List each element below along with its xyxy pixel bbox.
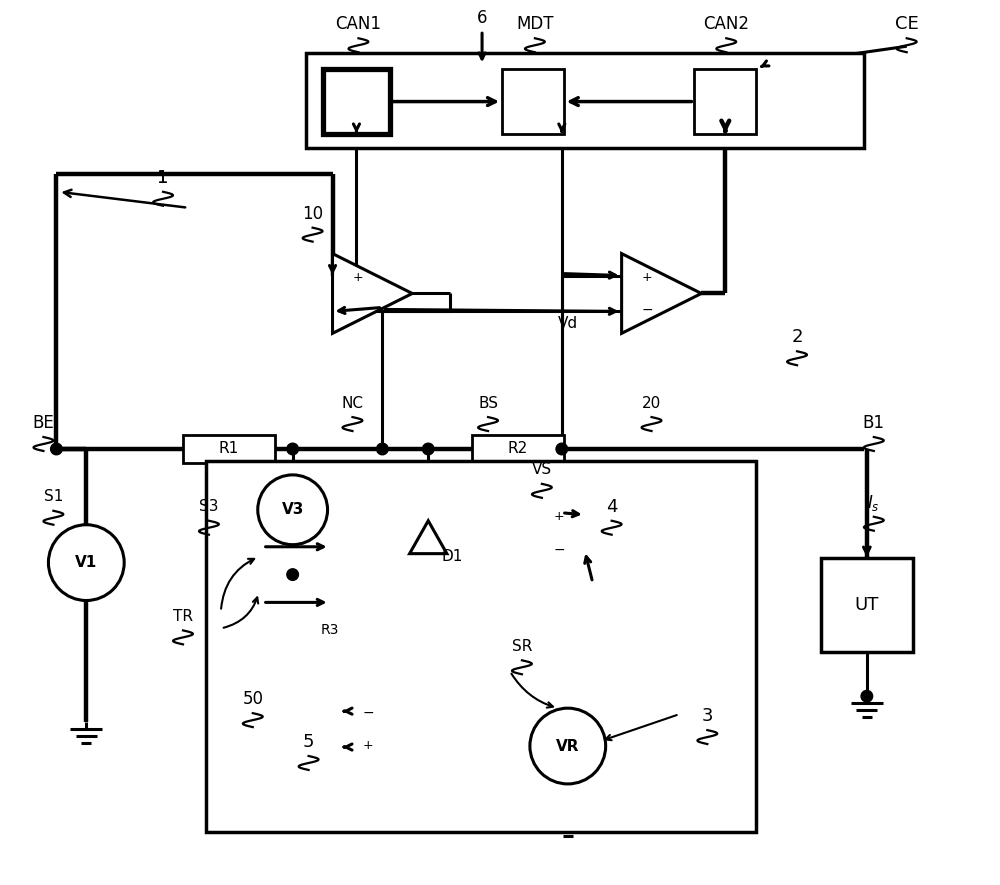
Text: R3: R3 (320, 623, 339, 637)
Text: BS: BS (478, 396, 498, 411)
Text: TR: TR (173, 609, 193, 624)
Text: −: − (553, 543, 565, 557)
Text: VS: VS (532, 463, 552, 477)
Bar (821, 558, 913, 652)
Text: CE: CE (895, 15, 919, 34)
Circle shape (51, 443, 62, 455)
Text: 3: 3 (702, 707, 713, 725)
Text: MDT: MDT (516, 15, 554, 34)
Text: 4: 4 (606, 497, 617, 516)
Circle shape (258, 475, 328, 544)
Bar (323, 69, 390, 134)
Circle shape (530, 708, 606, 784)
Text: +: + (554, 511, 565, 523)
Text: 5: 5 (303, 733, 314, 751)
Text: 1: 1 (157, 169, 169, 187)
Text: R1: R1 (219, 442, 239, 457)
Bar (472, 435, 564, 463)
Polygon shape (333, 254, 412, 334)
Polygon shape (622, 254, 701, 334)
Text: S3: S3 (199, 499, 219, 514)
Bar (306, 53, 864, 148)
Text: 20: 20 (642, 396, 661, 411)
Text: UT: UT (855, 596, 879, 614)
Polygon shape (505, 493, 585, 573)
Text: 6: 6 (477, 10, 487, 27)
Circle shape (287, 443, 298, 455)
Text: $I_s$: $I_s$ (867, 493, 880, 512)
Text: SR: SR (512, 639, 532, 654)
Bar (183, 435, 275, 463)
Bar (309, 595, 350, 666)
Circle shape (422, 443, 434, 455)
Circle shape (48, 525, 124, 601)
Polygon shape (410, 520, 447, 554)
Text: B1: B1 (863, 414, 885, 432)
Text: −: − (641, 304, 653, 317)
Circle shape (556, 443, 568, 455)
Text: Vd: Vd (558, 316, 578, 331)
Text: 2: 2 (791, 328, 803, 346)
Bar (502, 69, 564, 134)
Bar (694, 69, 756, 134)
Text: R2: R2 (508, 442, 528, 457)
Polygon shape (342, 689, 422, 769)
Text: +: + (353, 271, 363, 284)
Text: +: + (363, 739, 373, 752)
Text: +: + (642, 271, 652, 284)
Text: 50: 50 (242, 690, 263, 708)
Text: −: − (352, 304, 364, 317)
Text: BE: BE (33, 414, 54, 432)
Text: D1: D1 (441, 549, 463, 564)
Bar (206, 461, 756, 832)
Text: NC: NC (341, 396, 363, 411)
Text: VR: VR (556, 739, 580, 753)
Text: 1: 1 (157, 169, 169, 187)
Text: V1: V1 (75, 555, 97, 570)
Circle shape (861, 690, 873, 702)
Text: V3: V3 (281, 503, 304, 518)
Circle shape (287, 569, 298, 581)
Text: −: − (362, 706, 374, 720)
Circle shape (377, 443, 388, 455)
Text: S1: S1 (44, 489, 63, 504)
Text: CAN2: CAN2 (703, 15, 749, 34)
Text: 10: 10 (302, 204, 323, 223)
Text: CAN1: CAN1 (335, 15, 381, 34)
